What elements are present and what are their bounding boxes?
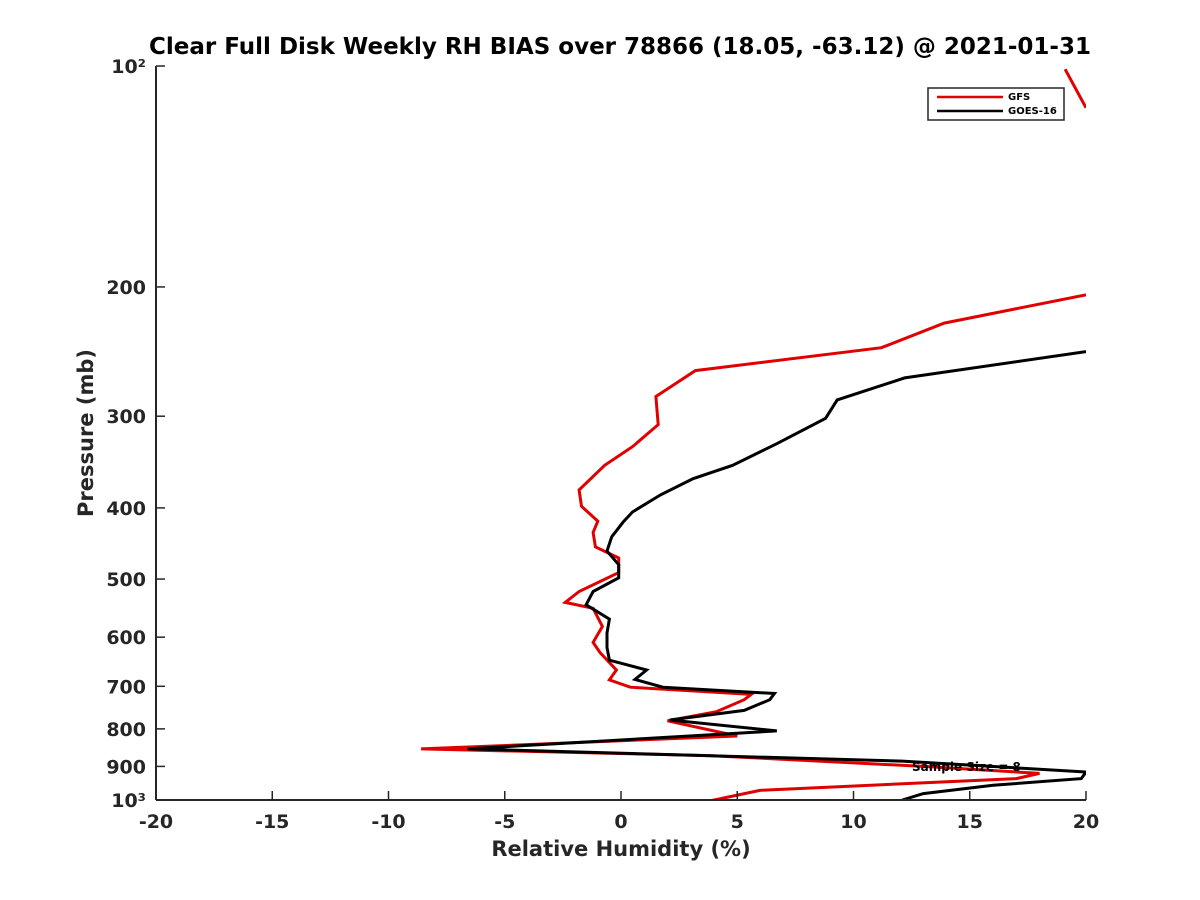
y-tick-label: 400 — [106, 498, 146, 520]
x-tick-label: 20 — [1073, 811, 1099, 833]
y-tick-label: 500 — [106, 569, 146, 591]
x-tick-label: -10 — [371, 811, 405, 833]
y-axis-label: Pressure (mb) — [74, 349, 98, 517]
y-tick-label: 10³ — [111, 790, 146, 812]
y-tick-label: 700 — [106, 676, 146, 698]
chart-title: Clear Full Disk Weekly RH BIAS over 7886… — [149, 34, 1091, 60]
y-tick-label: 300 — [106, 406, 146, 428]
x-tick-label: -15 — [255, 811, 289, 833]
y-tick-label: 600 — [106, 627, 146, 649]
sample-size-annotation: Sample Size = 8 — [912, 760, 1021, 774]
x-tick-label: -20 — [139, 811, 173, 833]
legend-label-goes16: GOES-16 — [1008, 106, 1057, 117]
y-ticks: 10² 200 300 400 500 600 700 800 900 10³ — [106, 56, 165, 812]
legend-label-gfs: GFS — [1008, 92, 1030, 103]
x-tick-label: 10 — [840, 811, 866, 833]
y-tick-label: 200 — [106, 277, 146, 299]
series-line-gfs — [421, 293, 1086, 800]
series-line-extra-2 — [1063, 68, 1086, 109]
y-tick-label: 900 — [106, 756, 146, 778]
axes — [155, 66, 1086, 801]
x-tick-label: -5 — [494, 811, 515, 833]
plot-lines — [421, 68, 1086, 800]
legend-box — [927, 87, 1065, 121]
legend: GFS GOES-16 — [927, 87, 1065, 121]
x-axis-label: Relative Humidity (%) — [491, 837, 750, 861]
series-line-goes-16 — [467, 350, 1086, 800]
x-tick-label: 15 — [957, 811, 983, 833]
x-tick-label: 0 — [614, 811, 627, 833]
x-tick-label: 5 — [731, 811, 744, 833]
y-tick-label: 800 — [106, 719, 146, 741]
x-ticks: -20 -15 -10 -5 0 5 10 15 20 — [139, 791, 1099, 833]
y-tick-label: 10² — [111, 56, 146, 78]
